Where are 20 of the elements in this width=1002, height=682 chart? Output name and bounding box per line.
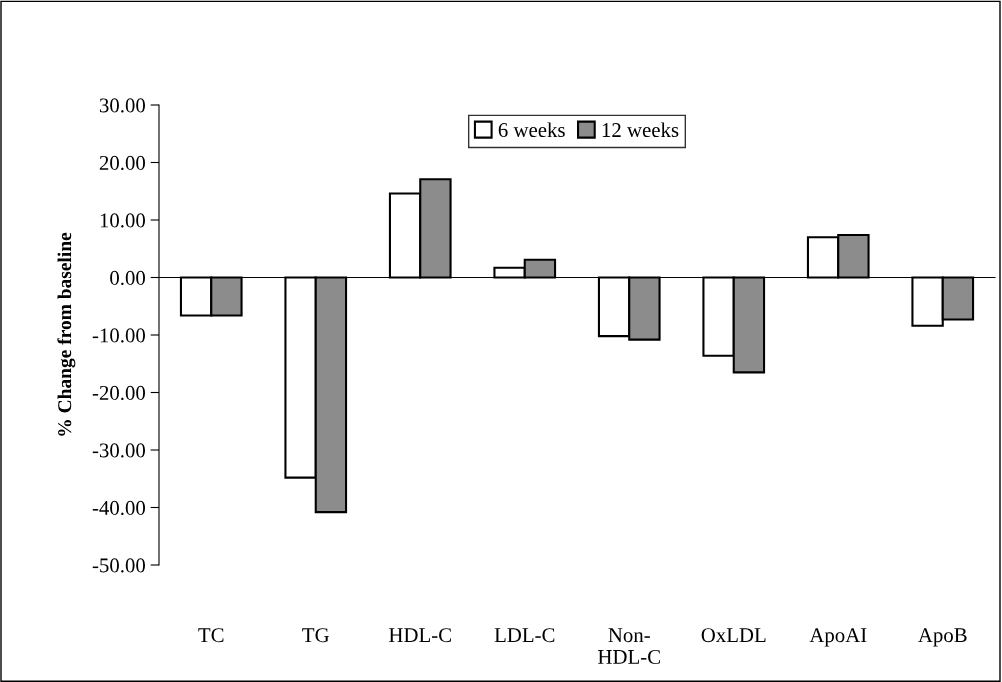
y-tick-label: 10.00 [100,213,146,228]
x-tick-label: Non- HDL-C [598,628,660,664]
y-tick-label: -40.00 [92,500,146,516]
x-tick-label: HDL-C [389,628,451,643]
y-tick-label: 0.00 [110,270,146,286]
y-tick-label: -30.00 [92,443,146,458]
x-tick-label: ApoAI [809,628,867,647]
y-tick-label: -10.00 [92,328,146,343]
y-axis-title: % Change from baseline [57,232,76,436]
x-tick-label: OxLDL [701,628,766,643]
legend-label: 6 weeks [498,122,565,138]
y-tick-label: -50.00 [92,558,146,573]
y-tick-label: -20.00 [92,385,146,401]
x-tick-label: ApoB [918,628,967,647]
y-tick-label: 30.00 [99,98,146,113]
x-tick-label: TG [302,628,329,643]
x-tick-label: TC [198,628,224,643]
y-tick-label: 20.00 [99,155,146,171]
legend-label: 12 weeks [602,122,679,138]
x-tick-label: LDL-C [494,628,555,643]
